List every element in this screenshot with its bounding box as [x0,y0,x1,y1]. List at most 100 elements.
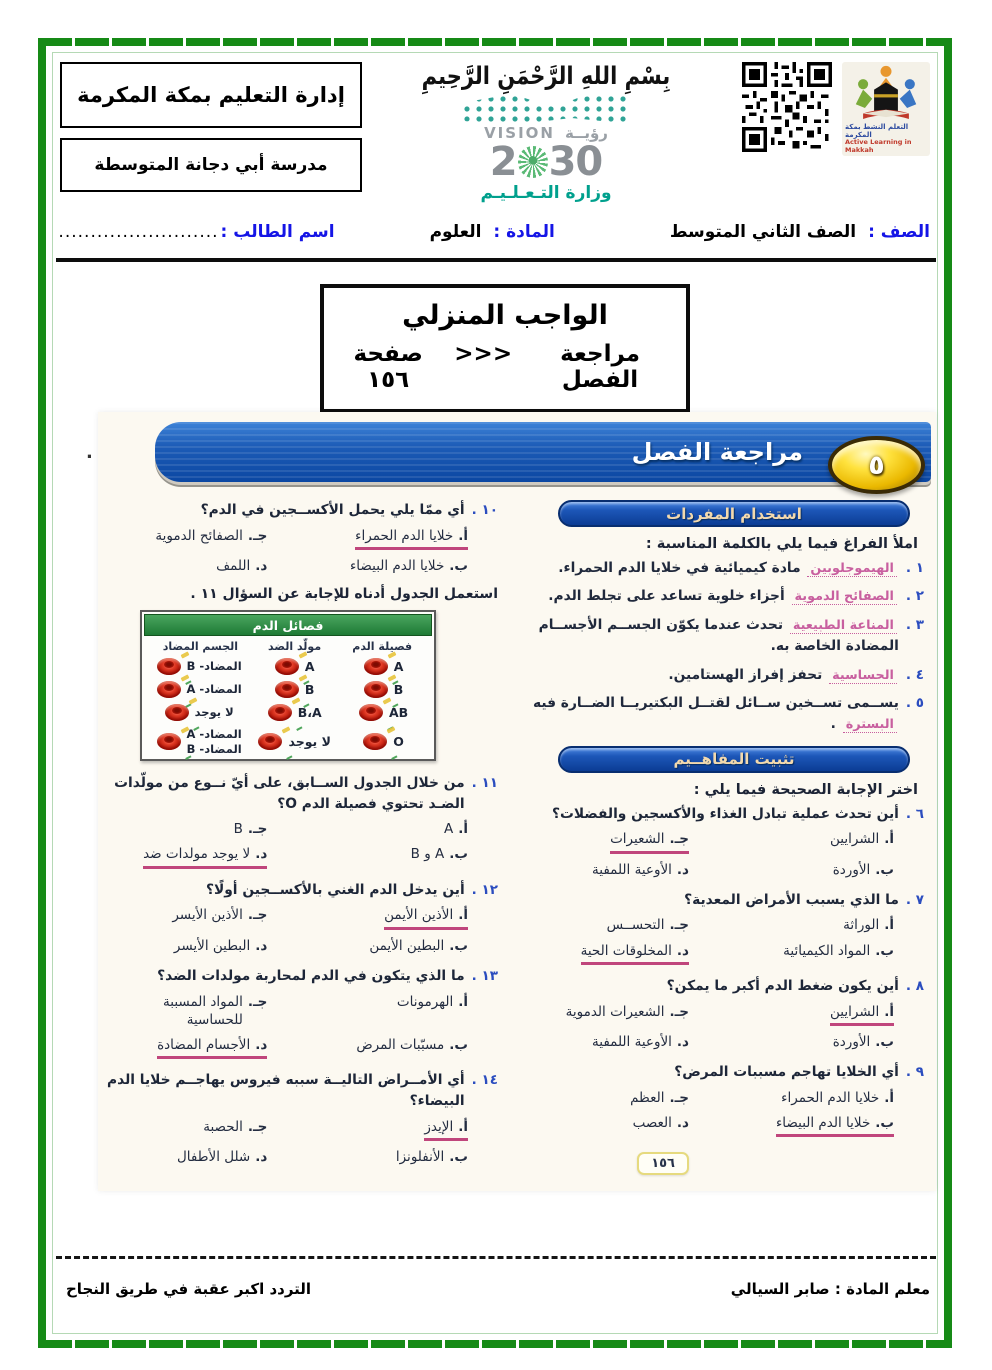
option-letter: ب. [875,861,894,878]
options-grid: أ. الهرمونات جـ. المواد المسببة للحساسية ب. م… [104,987,498,1062]
chapter-number: ٥ [868,449,885,481]
option-letter: ب. [449,846,468,863]
ministry-of-education-label: وزارة التـعـلـيـم [480,183,612,203]
question: ١٠ . أي ممّا يلي يحمل الأكســجين في الدم؟… [104,500,498,577]
chapter-review-banner: مراجعة الفصل ٥ [155,422,931,494]
item-text: يســمى تســخين ســائل لقتــل البكتيريــا… [532,694,899,711]
vision-year-left: 2 [489,139,518,185]
option: جـ. الأذين الأيسر [172,906,267,924]
option-letter: جـ. [669,917,689,934]
antibody-cell: المضاد- A [148,681,250,699]
qr-code [742,62,832,152]
item-text: . [830,716,841,733]
option-correct-answer: أ. الإيدز [424,1118,468,1141]
table-column-header: فصيلة الدم [352,640,413,654]
option-text: المواد الكيميائية [783,942,871,959]
option-text: خلايا الدم البيضاء [775,1114,871,1131]
cell-label: O [393,734,404,749]
options-grid: أ. خلايا الدم الحمراء جـ. العظم ب. خلايا الدم… [522,1083,924,1139]
item-text: مادة كيميائية في خلايا الدم الحمراء. [558,560,806,576]
cell-label: A [304,659,315,675]
table-row: AB B،A لا يوجد [142,701,434,724]
vision-ar-label: رؤيــة [564,124,608,142]
option-letter: د. [676,1033,689,1050]
option: جـ. العظم [630,1089,689,1107]
chapter-review-title: مراجعة الفصل [631,438,803,466]
handwritten-answer: الهيموجلوبين [807,561,897,577]
blood-types-table-headers: فصيلة الدم مولّد الضد الجسم المضاد [142,638,434,655]
question-text: أين تحدث عملية تبادل الغذاء والأكسجين وا… [552,805,899,822]
handwritten-answer: البسترة [842,717,897,734]
subject-label: المادة : [493,222,555,242]
question-number: ١١ . [471,774,498,791]
option-correct-answer: أ. الأذين الأيمن [384,906,468,930]
blood-types-table-body: A A المضاد- B B B المضاد- A AB B،A لا يوجد O لا يو… [142,655,434,759]
subject-value: العلوم [429,222,482,242]
table-column-header: الجسم المضاد [162,640,239,654]
option: د. العصب [633,1114,689,1132]
choose-answer-instruction: اختر الإجابة الصحيحة فيما يلي : [693,781,918,798]
table-column-header: مولّد الضد [268,640,322,654]
option: جـ. B [234,820,268,838]
question-text: ما الذي يتكون في الدم لمحاربة مولدات الض… [157,967,465,984]
antigen-cell: B،A [250,704,339,722]
question-number: ١٠ . [471,502,498,518]
homework-title-box: الواجب المنزلي مراجعة الفصل >>> صفحة ١٥٦ [320,284,690,413]
footer-divider [56,1256,936,1259]
red-blood-cell-icon [164,704,189,722]
option-text: البطين الأيسر [173,937,251,954]
question-head: ١١ . من خلال الجدول الســابق، على أيّ نــ… [104,773,498,814]
option-letter: ب. [875,942,894,959]
options-grid: أ. A جـ. B ب. A و B د. لا يوجد مولدات ضد [104,814,498,870]
option-letter: د. [676,861,689,878]
antibody-line: المضاد- A [186,682,242,697]
option: د. الأوعية اللمفية [592,1033,689,1051]
red-blood-cell-icon [363,733,388,750]
option-text: لا يوجد مولدات ضد [143,846,251,863]
antibody-line: المضاد- B [186,741,242,756]
fill-blank-instruction: املأ الفراغ فيما يلي بالكلمة المناسبة : [645,536,918,552]
question-10-slot: ١٠ . أي ممّا يلي يحمل الأكســجين في الدم؟… [104,500,498,577]
question-head: ١٢ . أين يدخل الدم الغني بالأكســجين أولً… [104,880,498,901]
item-body: يســمى تســخين ســائل لقتــل البكتيريــا… [522,693,899,736]
question-head: ١٠ . أي ممّا يلي يحمل الأكســجين في الدم؟ [104,500,498,521]
option-correct-answer: ب. خلايا الدم البيضاء [775,1114,894,1138]
options-grid: أ. الوراثة جـ. التحســس ب. المواد الكيميائية د… [522,910,924,966]
cell-label: B [304,682,315,698]
item-body: الهيموجلوبين مادة كيميائية في خلايا الدم… [522,558,899,579]
option: د. شلل الأطفال [177,1148,267,1166]
option: أ. خلايا الدم الحمراء [781,1089,894,1107]
question: ١٣ . ما الذي يتكون في الدم لمحاربة مولدات… [104,966,498,1061]
option: ب. A و B [411,845,468,863]
class-label: الصف : [868,222,930,242]
option: أ. الوراثة [843,916,894,934]
option-text: الأذين الأيمن [384,907,454,924]
option-text: الأوعية اللمفية [592,861,672,878]
option-letter: د. [255,937,268,954]
page-number-badge: ١٥٦ [637,1152,689,1176]
antibody-label: المضاد- A المضاد- B [187,727,242,756]
antigen-cell: A [250,658,339,676]
option-correct-answer: أ. خلايا الدم الحمراء [355,527,468,550]
header: إدارة التعليم بمكة المكرمة مدرسة أبي دجا… [60,62,930,210]
handwritten-answer: الحساسية [829,667,897,684]
option-text: خلايا الدم الحمراء [355,527,454,544]
option-letter: د. [676,942,689,959]
arrows-glyph: >>> [454,341,513,367]
teacher-name: معلم المادة : صابر السيالي [730,1280,930,1298]
item-text: أجزاء خلوية تساعد على تجلط الدم. [548,588,790,605]
item-number: ٢ . [905,588,924,605]
questions-column: ١٠ . أي ممّا يلي يحمل الأكســجين في الدم؟… [104,498,498,1177]
antibody-label: لا يوجد [195,705,234,719]
section-vocabulary-pill: استخدام المفردات [558,500,910,527]
options-grid: أ. الشرايين جـ. الشعيرات ب. الأوردة د. الأوعية … [522,824,924,880]
fill-blank-item: ٥ . يســمى تســخين ســائل لقتــل البكتيري… [522,693,924,736]
question-number: ١٣ . [471,967,498,984]
cell-label: لا يوجد [288,734,331,749]
option-letter: ب. [449,1148,468,1165]
question: ١٤ . أي الأمــراض التاليــة سببه فيروس يه… [104,1070,498,1168]
table-row: B B المضاد- A [142,678,434,701]
question-number: ٨ . [905,977,924,994]
option-letter: أ. [884,917,894,934]
question-number: ١٤ . [471,1072,498,1089]
